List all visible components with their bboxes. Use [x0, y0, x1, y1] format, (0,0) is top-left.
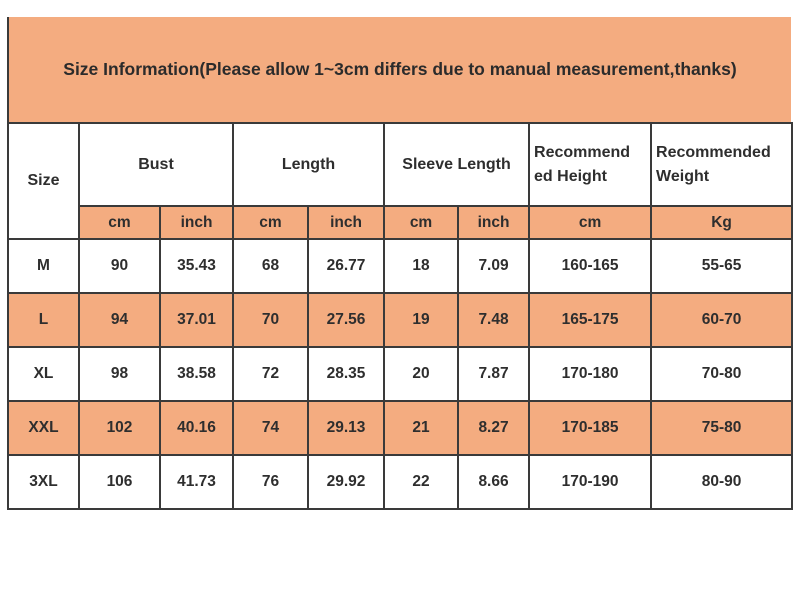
- size-info-banner: Size Information(Please allow 1~3cm diff…: [7, 17, 791, 122]
- cell-sleeve-cm: 18: [383, 238, 460, 294]
- cell-length-inch: 29.92: [306, 454, 386, 510]
- table-row-xxl: XXL 102 40.16 74 29.13 21 8.27 170-185 7…: [7, 400, 794, 456]
- cell-bust-inch: 41.73: [159, 454, 234, 510]
- cell-bust-cm: 90: [78, 238, 161, 294]
- cell-sleeve-inch: 7.09: [457, 238, 531, 294]
- cell-length-cm: 74: [232, 400, 309, 456]
- unit-header-bust-inch: inch: [159, 205, 234, 240]
- cell-weight-kg: 55-65: [650, 238, 794, 294]
- cell-weight-kg: 75-80: [650, 400, 794, 456]
- unit-header-height-cm: cm: [528, 205, 653, 240]
- cell-sleeve-inch: 7.48: [457, 292, 531, 348]
- unit-header-sleeve-cm: cm: [383, 205, 460, 240]
- cell-sleeve-cm: 22: [383, 454, 460, 510]
- table-row-m: M 90 35.43 68 26.77 18 7.09 160-165 55-6…: [7, 238, 794, 294]
- cell-length-inch: 27.56: [306, 292, 386, 348]
- size-table: Size Bust Length Sleeve Length Recommend…: [7, 122, 794, 510]
- unit-header-bust-cm: cm: [78, 205, 161, 240]
- cell-bust-cm: 106: [78, 454, 161, 510]
- cell-sleeve-inch: 8.27: [457, 400, 531, 456]
- cell-length-inch: 29.13: [306, 400, 386, 456]
- cell-bust-cm: 94: [78, 292, 161, 348]
- cell-sleeve-cm: 19: [383, 292, 460, 348]
- col-header-recommended-height: Recommend ed Height: [528, 122, 653, 207]
- cell-bust-inch: 38.58: [159, 346, 234, 402]
- size-chart: Size Information(Please allow 1~3cm diff…: [7, 17, 794, 510]
- cell-length-inch: 26.77: [306, 238, 386, 294]
- cell-bust-cm: 102: [78, 400, 161, 456]
- cell-size: XXL: [7, 400, 80, 456]
- cell-length-cm: 72: [232, 346, 309, 402]
- col-header-size: Size: [7, 122, 80, 240]
- cell-length-cm: 76: [232, 454, 309, 510]
- cell-height-cm: 160-165: [528, 238, 653, 294]
- unit-header-sleeve-inch: inch: [457, 205, 531, 240]
- unit-header-length-cm: cm: [232, 205, 309, 240]
- cell-height-cm: 170-180: [528, 346, 653, 402]
- cell-size: 3XL: [7, 454, 80, 510]
- cell-weight-kg: 60-70: [650, 292, 794, 348]
- col-header-bust: Bust: [78, 122, 234, 207]
- cell-sleeve-inch: 8.66: [457, 454, 531, 510]
- unit-header-length-inch: inch: [306, 205, 386, 240]
- cell-sleeve-inch: 7.87: [457, 346, 531, 402]
- cell-length-inch: 28.35: [306, 346, 386, 402]
- banner-title: Size Information(Please allow 1~3cm diff…: [63, 59, 737, 79]
- cell-length-cm: 70: [232, 292, 309, 348]
- cell-bust-inch: 40.16: [159, 400, 234, 456]
- cell-bust-cm: 98: [78, 346, 161, 402]
- cell-height-cm: 170-190: [528, 454, 653, 510]
- col-header-length: Length: [231, 122, 386, 207]
- cell-bust-inch: 37.01: [159, 292, 234, 348]
- cell-weight-kg: 70-80: [650, 346, 794, 402]
- cell-sleeve-cm: 21: [383, 400, 460, 456]
- cell-sleeve-cm: 20: [383, 346, 460, 402]
- col-header-recommended-weight: Recommended Weight: [650, 122, 794, 207]
- table-row-3xl: 3XL 106 41.73 76 29.92 22 8.66 170-190 8…: [7, 454, 794, 510]
- cell-size: XL: [7, 346, 80, 402]
- cell-size: M: [7, 238, 80, 294]
- unit-header-weight-kg: Kg: [650, 205, 794, 240]
- table-row-xl: XL 98 38.58 72 28.35 20 7.87 170-180 70-…: [7, 346, 794, 402]
- header-row-main: Size Bust Length Sleeve Length Recommend…: [7, 122, 794, 240]
- cell-height-cm: 165-175: [528, 292, 653, 348]
- col-header-sleeve-length: Sleeve Length: [383, 122, 531, 207]
- header-row-units: cm inch cm inch cm inch cm Kg: [8, 205, 794, 240]
- cell-height-cm: 170-185: [528, 400, 653, 456]
- table-row-l: L 94 37.01 70 27.56 19 7.48 165-175 60-7…: [7, 292, 794, 348]
- cell-size: L: [7, 292, 80, 348]
- cell-bust-inch: 35.43: [159, 238, 234, 294]
- cell-weight-kg: 80-90: [650, 454, 794, 510]
- cell-length-cm: 68: [232, 238, 309, 294]
